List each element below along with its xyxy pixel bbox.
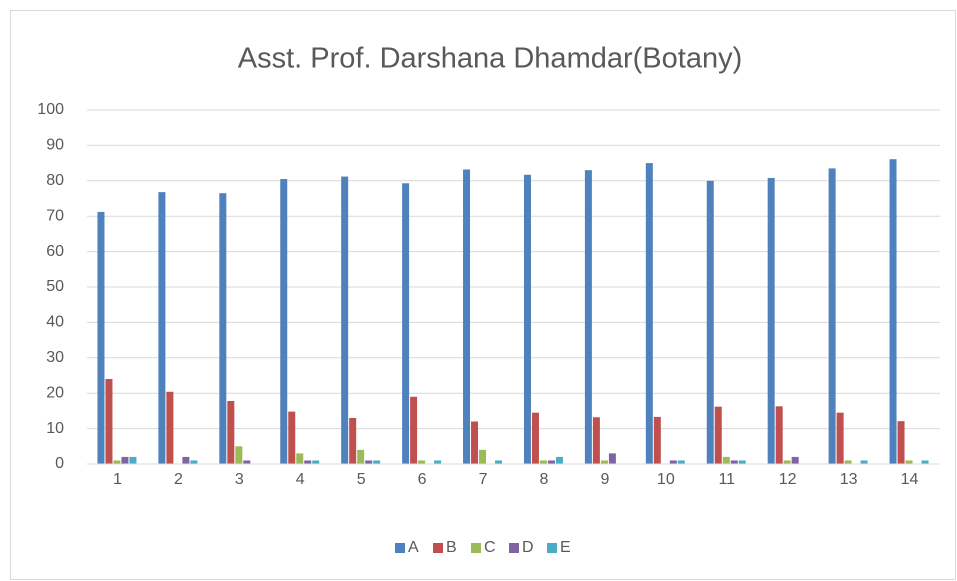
y-tick-label: 30 bbox=[46, 349, 64, 366]
bar bbox=[219, 193, 227, 464]
bar bbox=[523, 174, 531, 465]
bar bbox=[365, 460, 373, 464]
legend-label: A bbox=[408, 539, 419, 556]
bar bbox=[113, 460, 121, 464]
y-tick-label: 60 bbox=[46, 243, 64, 260]
chart-border bbox=[10, 10, 956, 580]
legend-swatch bbox=[433, 543, 443, 553]
y-tick-label: 0 bbox=[55, 455, 64, 472]
bar bbox=[166, 391, 174, 464]
bar bbox=[410, 396, 418, 464]
x-tick-label: 7 bbox=[479, 471, 488, 488]
bar bbox=[669, 460, 677, 464]
bar bbox=[844, 460, 852, 464]
bar bbox=[182, 456, 190, 464]
bar bbox=[288, 411, 296, 464]
x-tick-label: 12 bbox=[779, 471, 797, 488]
bar bbox=[357, 449, 365, 464]
legend-swatch bbox=[509, 543, 519, 553]
bar bbox=[280, 179, 288, 464]
bar bbox=[418, 460, 426, 464]
y-tick-label: 100 bbox=[37, 101, 64, 118]
bar bbox=[783, 460, 791, 464]
y-tick-label: 80 bbox=[46, 172, 64, 189]
x-tick-label: 3 bbox=[235, 471, 244, 488]
y-tick-label: 50 bbox=[46, 278, 64, 295]
x-tick-label: 11 bbox=[718, 471, 735, 488]
x-tick-label: 14 bbox=[901, 471, 919, 488]
x-tick-label: 10 bbox=[657, 471, 675, 488]
bar bbox=[402, 183, 410, 464]
bar bbox=[730, 460, 738, 464]
bar bbox=[190, 460, 198, 464]
legend-label: C bbox=[484, 539, 496, 556]
bar bbox=[677, 460, 685, 464]
bar bbox=[706, 180, 714, 465]
bar bbox=[341, 176, 349, 464]
x-tick-label: 5 bbox=[357, 471, 366, 488]
bar bbox=[905, 460, 913, 464]
legend-label: E bbox=[560, 539, 571, 556]
x-tick-label: 1 bbox=[113, 471, 122, 488]
bar bbox=[653, 416, 661, 464]
bar bbox=[296, 453, 304, 464]
bar bbox=[722, 456, 730, 464]
bar bbox=[121, 456, 129, 464]
bar bbox=[227, 400, 235, 464]
y-tick-label: 10 bbox=[46, 420, 64, 437]
bar bbox=[555, 456, 563, 464]
bar bbox=[897, 421, 905, 464]
bar bbox=[539, 460, 547, 464]
bar bbox=[714, 406, 722, 464]
bar bbox=[235, 446, 243, 464]
y-tick-label: 70 bbox=[46, 207, 64, 224]
legend-swatch bbox=[395, 543, 405, 553]
bar bbox=[312, 460, 320, 464]
bar bbox=[547, 460, 555, 464]
bar bbox=[592, 417, 600, 464]
bar bbox=[645, 163, 653, 464]
x-tick-label: 9 bbox=[600, 471, 609, 488]
bar bbox=[349, 417, 357, 464]
bar bbox=[479, 449, 487, 464]
bar bbox=[921, 460, 929, 464]
bar bbox=[471, 421, 479, 464]
x-tick-label: 2 bbox=[174, 471, 183, 488]
x-tick-label: 6 bbox=[418, 471, 427, 488]
chart-title: Asst. Prof. Darshana Dhamdar(Botany) bbox=[238, 43, 742, 75]
legend-label: D bbox=[522, 539, 534, 556]
bar bbox=[836, 412, 844, 464]
bar bbox=[889, 159, 897, 464]
bar bbox=[97, 211, 105, 464]
x-tick-label: 13 bbox=[840, 471, 858, 488]
bar bbox=[158, 192, 166, 465]
bar bbox=[608, 453, 616, 464]
bar bbox=[860, 460, 868, 464]
bar bbox=[584, 170, 592, 464]
y-tick-label: 40 bbox=[46, 314, 64, 331]
bar bbox=[767, 177, 775, 464]
bar bbox=[463, 169, 471, 465]
x-tick-label: 8 bbox=[540, 471, 549, 488]
y-tick-label: 20 bbox=[46, 384, 64, 401]
bar bbox=[373, 460, 381, 464]
bar bbox=[105, 379, 113, 464]
legend-label: B bbox=[446, 539, 457, 556]
bar bbox=[828, 168, 836, 464]
legend-swatch bbox=[471, 543, 481, 553]
y-tick-label: 90 bbox=[46, 137, 64, 154]
bar bbox=[243, 460, 251, 464]
bar bbox=[129, 456, 137, 464]
legend-swatch bbox=[547, 543, 557, 553]
bar bbox=[600, 460, 608, 464]
bar bbox=[434, 460, 442, 464]
bar bbox=[791, 456, 799, 464]
bar bbox=[531, 412, 539, 464]
x-tick-label: 4 bbox=[296, 471, 305, 488]
bar bbox=[495, 460, 503, 464]
bar bbox=[304, 460, 312, 464]
bar bbox=[775, 406, 783, 464]
bar bbox=[738, 460, 746, 464]
